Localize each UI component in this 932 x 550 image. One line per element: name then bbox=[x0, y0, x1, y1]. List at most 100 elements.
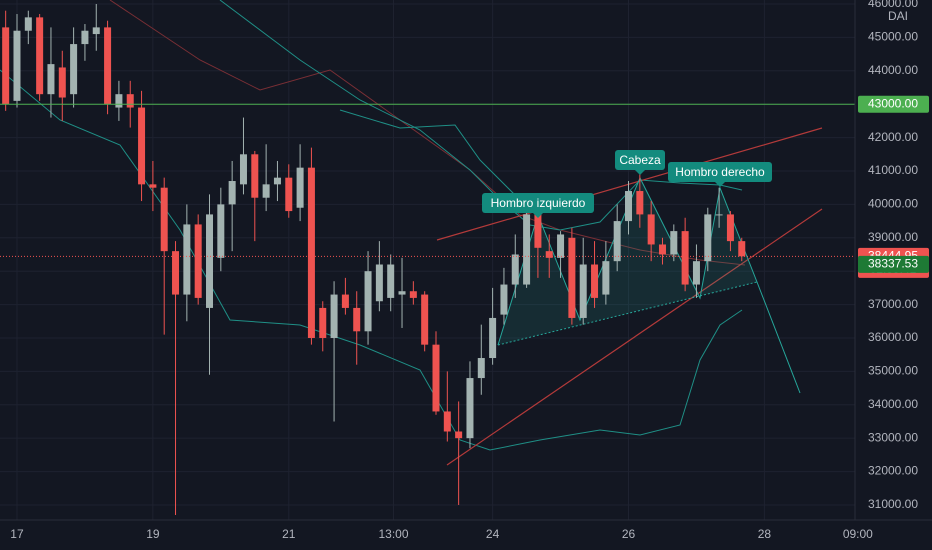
candle-body bbox=[387, 264, 395, 298]
candle-body bbox=[647, 214, 655, 245]
x-tick-label: 26 bbox=[622, 527, 636, 541]
annotation-pointer bbox=[715, 182, 725, 187]
candle-body bbox=[726, 214, 734, 242]
y-tick-label: 37000.00 bbox=[868, 297, 918, 311]
candle-body bbox=[545, 251, 553, 258]
price-label-bg bbox=[858, 255, 929, 273]
candle-body bbox=[523, 214, 531, 285]
candle-body bbox=[443, 411, 451, 432]
candle-body bbox=[58, 67, 66, 98]
candle-body bbox=[455, 431, 463, 439]
candle-body bbox=[251, 154, 259, 198]
y-tick-label: 33000.00 bbox=[868, 430, 918, 444]
candle-body bbox=[398, 291, 406, 295]
candle-body bbox=[568, 237, 576, 318]
candle-body bbox=[217, 204, 225, 258]
annotation-box bbox=[668, 162, 772, 182]
candle-body bbox=[138, 107, 146, 185]
candle-body bbox=[353, 307, 361, 332]
candle-body bbox=[432, 344, 440, 412]
candle-body bbox=[670, 231, 678, 255]
candle-body bbox=[466, 378, 474, 439]
candle-body bbox=[194, 224, 202, 298]
annotation-pointer bbox=[533, 213, 543, 218]
candle-body bbox=[511, 254, 519, 285]
y-tick-label: 44000.00 bbox=[868, 63, 918, 77]
candle-body bbox=[285, 177, 293, 212]
candle-body bbox=[636, 191, 644, 215]
candle-body bbox=[330, 294, 338, 338]
candle-body bbox=[534, 214, 542, 248]
candle-body bbox=[409, 291, 417, 298]
candle-body bbox=[658, 244, 666, 255]
candle-body bbox=[273, 177, 281, 185]
candle-body bbox=[126, 94, 134, 108]
annotations: Hombro izquierdo Cabeza Hombro derecho bbox=[482, 150, 772, 218]
candle-body bbox=[115, 94, 123, 108]
y-tick-label: 46000.00 bbox=[868, 0, 918, 10]
x-tick-label: 19 bbox=[146, 527, 160, 541]
annotation-box bbox=[482, 193, 594, 213]
candle-body bbox=[704, 214, 712, 262]
price-label: 43000.00 bbox=[868, 96, 918, 110]
axes: 31000.00 32000.00 33000.00 34000.00 35000.00… bbox=[10, 0, 929, 541]
candle-body bbox=[715, 214, 723, 216]
price-label: 38337.53 bbox=[868, 257, 918, 271]
candle-body bbox=[47, 64, 55, 95]
candle-body bbox=[149, 184, 157, 188]
y-tick-label: 40000.00 bbox=[868, 197, 918, 211]
candle-body bbox=[81, 30, 89, 45]
x-tick-label: 24 bbox=[486, 527, 500, 541]
candle-body bbox=[500, 284, 508, 315]
candle-body bbox=[13, 30, 21, 101]
candle-body bbox=[160, 187, 168, 252]
candles bbox=[0, 4, 855, 515]
y-tick-label: 45000.00 bbox=[868, 30, 918, 44]
annotation-text: Hombro derecho bbox=[675, 165, 765, 179]
candle-body bbox=[489, 317, 497, 359]
candle-body bbox=[613, 221, 621, 262]
candle-body bbox=[602, 261, 610, 295]
candle-body bbox=[172, 251, 180, 295]
candle-body bbox=[36, 17, 44, 95]
y-tick-label: 32000.00 bbox=[868, 464, 918, 478]
candle-body bbox=[738, 241, 746, 257]
candle-body bbox=[24, 17, 32, 31]
annotation-text: Cabeza bbox=[619, 153, 661, 167]
candle-body bbox=[557, 234, 565, 258]
x-tick-label: 09:00 bbox=[843, 527, 873, 541]
candle-body bbox=[92, 27, 100, 35]
currency-label: DAI bbox=[888, 9, 908, 23]
candle-body bbox=[2, 27, 10, 105]
price-label-bg bbox=[858, 95, 929, 113]
candle-body bbox=[591, 264, 599, 298]
candle-body bbox=[625, 191, 633, 222]
candle-body bbox=[364, 271, 372, 332]
y-tick-label: 39000.00 bbox=[868, 230, 918, 244]
x-tick-label: 28 bbox=[758, 527, 772, 541]
candle-body bbox=[239, 154, 247, 185]
candle-body bbox=[579, 264, 587, 318]
candle-body bbox=[477, 358, 485, 379]
candle-body bbox=[206, 214, 214, 308]
x-tick-label: 17 bbox=[10, 527, 24, 541]
candle-body bbox=[296, 167, 304, 208]
y-tick-label: 31000.00 bbox=[868, 497, 918, 511]
candle-body bbox=[307, 167, 315, 338]
y-tick-label: 35000.00 bbox=[868, 364, 918, 378]
x-tick-label: 21 bbox=[282, 527, 296, 541]
annotation-box bbox=[615, 150, 665, 170]
x-tick-label: 13:00 bbox=[379, 527, 409, 541]
candle-body bbox=[341, 294, 349, 308]
candle-body bbox=[319, 307, 327, 338]
annotation-text: Hombro izquierdo bbox=[491, 196, 586, 210]
candle-body bbox=[375, 264, 383, 302]
candle-body bbox=[681, 231, 689, 285]
candle-body bbox=[421, 294, 429, 345]
candle-body bbox=[228, 181, 236, 205]
annotation-pointer bbox=[635, 170, 645, 175]
candle-body bbox=[104, 27, 112, 105]
y-tick-label: 36000.00 bbox=[868, 330, 918, 344]
